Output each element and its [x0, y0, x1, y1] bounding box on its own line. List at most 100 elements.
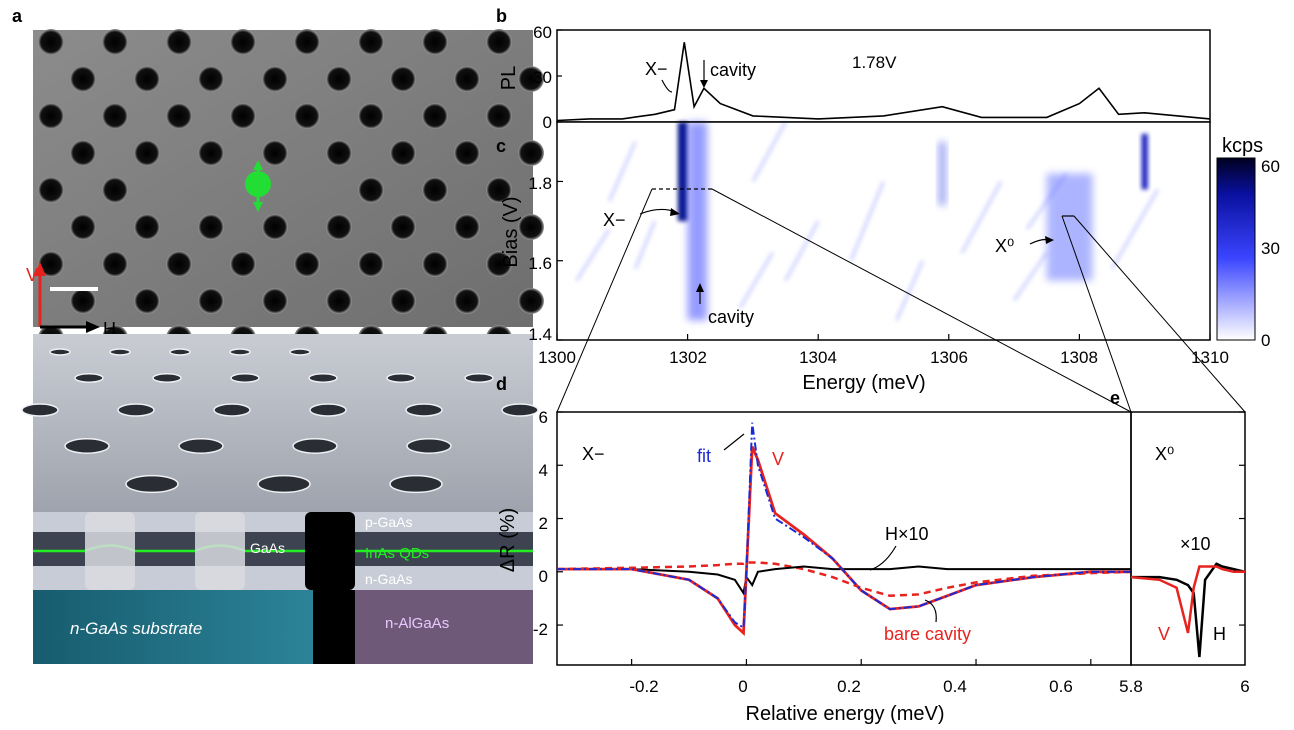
- b-ytick-60: 60: [533, 23, 552, 42]
- pc-hole: [326, 140, 352, 166]
- schematic-hole: [230, 373, 260, 383]
- panel-label-d: d: [496, 374, 507, 394]
- scale-bar: [50, 287, 98, 291]
- d-ytick-2: 2: [539, 514, 548, 533]
- schematic-hole: [21, 403, 59, 417]
- heatmap-streak: [607, 141, 637, 202]
- e-xtick-5-8: 5.8: [1119, 677, 1143, 696]
- d-xtick-0: 0: [738, 677, 747, 696]
- d-ylabel: ΔR (%): [497, 508, 519, 572]
- pc-hole: [134, 288, 160, 314]
- c-ytick-1-6: 1.6: [528, 254, 552, 273]
- d-ann-fit: fit: [697, 446, 711, 466]
- pc-hole: [486, 103, 512, 129]
- pc-hole: [38, 251, 64, 277]
- pc-hole: [70, 140, 96, 166]
- d-ann-xminus: X−: [582, 444, 605, 464]
- panel-c-frame: [556, 121, 1211, 341]
- pc-hole: [390, 214, 416, 240]
- pc-hole: [102, 103, 128, 129]
- heatmap-streak: [1110, 188, 1160, 270]
- b-cavity-arrow-icon: [700, 80, 708, 88]
- c-ann-x0: X⁰: [995, 236, 1014, 256]
- pc-hole: [518, 214, 544, 240]
- pc-hole: [70, 214, 96, 240]
- pc-hole: [486, 177, 512, 203]
- c-ytick-1-4: 1.4: [528, 325, 552, 344]
- pc-hole: [70, 66, 96, 92]
- b-ytick-0: 0: [543, 113, 552, 132]
- d-xtick-0-6: 0.6: [1049, 677, 1073, 696]
- pc-hole: [518, 288, 544, 314]
- d-ann-bare: bare cavity: [884, 624, 971, 644]
- pc-hole: [486, 251, 512, 277]
- pc-hole: [358, 251, 384, 277]
- panel-label-e: e: [1110, 388, 1120, 408]
- pc-hole: [422, 29, 448, 55]
- h-x10-line: [557, 565, 1131, 596]
- pc-hole: [422, 251, 448, 277]
- layer-label-gaas: GaAs: [250, 540, 285, 556]
- pc-hole: [358, 29, 384, 55]
- panel-label-c: c: [496, 136, 506, 156]
- pc-hole: [166, 251, 192, 277]
- schematic-hole: [169, 348, 191, 356]
- c-ytick-1-8: 1.8: [528, 174, 552, 193]
- e-h-line: [1131, 562, 1246, 658]
- schematic-hole: [125, 474, 179, 494]
- colorbar: [1216, 157, 1256, 341]
- d-xlabel: Relative energy (meV): [746, 703, 945, 725]
- pc-hole: [230, 103, 256, 129]
- fit-line: [557, 422, 1131, 630]
- device-schematic: [21, 334, 539, 664]
- c-xtick-1310: 1310: [1191, 348, 1229, 367]
- pc-hole: [454, 214, 480, 240]
- v-line: [557, 446, 1131, 637]
- c-xlabel: Energy (meV): [802, 372, 925, 394]
- pc-hole: [454, 288, 480, 314]
- d-xtick-m0-2: -0.2: [629, 677, 658, 696]
- pc-hole: [486, 29, 512, 55]
- heatmap-streak: [895, 260, 925, 321]
- heatmap-streak: [633, 220, 657, 270]
- b-ann-cavity: cavity: [710, 60, 756, 80]
- c-ann-cavity: cavity: [708, 307, 754, 327]
- schematic-hole: [309, 403, 347, 417]
- heatmap-streak: [960, 180, 1003, 254]
- schematic-hole: [49, 348, 71, 356]
- colorbar-tick-60: 60: [1261, 157, 1280, 176]
- c-xtick-1300: 1300: [538, 348, 576, 367]
- heatmap-feature: [677, 122, 688, 222]
- c-ann-xminus: X−: [603, 210, 626, 230]
- schematic-hole: [292, 438, 338, 454]
- pc-hole: [518, 140, 544, 166]
- pc-hole: [198, 140, 224, 166]
- photonic-crystal-holes: [38, 29, 544, 351]
- d-ytick-4: 4: [539, 461, 548, 480]
- layer-label-n-algaas: n-AlGaAs: [385, 615, 449, 632]
- pc-hole: [262, 140, 288, 166]
- pc-hole: [198, 288, 224, 314]
- c-xtick-1304: 1304: [799, 348, 837, 367]
- b-ylabel: PL: [498, 66, 520, 90]
- pc-hole: [358, 103, 384, 129]
- layer-label-inas-qds: InAs QDs: [365, 545, 429, 562]
- pc-hole: [294, 29, 320, 55]
- pc-hole: [70, 288, 96, 314]
- panel-e-frame: [1130, 411, 1246, 666]
- bare-cavity-line: [556, 561, 1132, 598]
- colorbar-label: kcps: [1222, 135, 1263, 157]
- heatmap-streak: [1012, 251, 1048, 302]
- e-ann-v: V: [1158, 624, 1170, 644]
- d-xtick-0-4: 0.4: [943, 677, 967, 696]
- heatmap-feature: [687, 122, 708, 321]
- zoom-boxes: [556, 188, 1246, 413]
- layer-label-p-gaas: p-GaAs: [365, 514, 412, 530]
- pc-hole: [38, 177, 64, 203]
- pc-hole: [102, 177, 128, 203]
- b-voltage-label: 1.78V: [852, 53, 897, 72]
- schematic-hole: [389, 474, 443, 494]
- schematic-hole: [152, 373, 182, 383]
- d-ann-h10: H×10: [885, 524, 929, 544]
- d-ticks: [557, 411, 1092, 665]
